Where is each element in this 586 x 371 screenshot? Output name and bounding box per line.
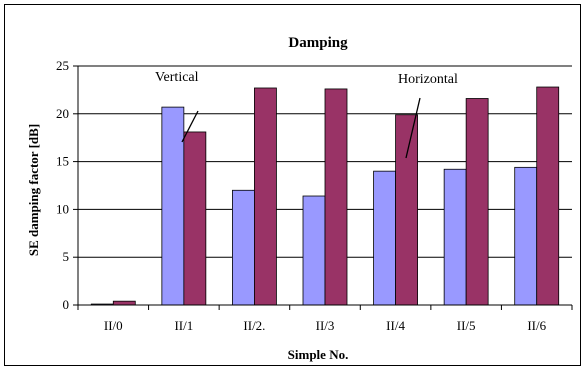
x-tick-label: II/3	[316, 318, 335, 333]
horizontal-bar	[254, 87, 277, 306]
horizontal-annotation-backdrop	[395, 71, 461, 88]
x-tick-label: II/1	[174, 318, 193, 333]
x-tick-label: II/6	[527, 318, 546, 333]
y-tick-label: 15	[56, 154, 69, 169]
horizontal-annotation-pointer	[405, 97, 421, 159]
chart-title: Damping	[288, 35, 348, 51]
vertical-annotation: Vertical	[155, 70, 199, 85]
y-tick-labels: 0 5 10 15 20 25	[56, 58, 78, 312]
y-axis-label: SE damping factor [dB]	[26, 124, 41, 256]
y-tick-label: 10	[56, 201, 69, 216]
horizontal-annotation: Horizontal	[398, 72, 458, 87]
y-tick-label: 20	[56, 106, 69, 121]
axes	[77, 66, 573, 310]
horizontal-bar	[183, 131, 207, 306]
vertical-bar	[302, 195, 326, 306]
y-tick-label: 0	[63, 297, 70, 312]
horizontal-bar	[395, 114, 418, 306]
x-tick-label: II/0	[104, 318, 123, 333]
x-axis-label: Simple No.	[288, 347, 349, 362]
horizontal-bar	[112, 300, 136, 306]
vertical-bar	[161, 106, 185, 306]
x-tick-labels: II/0 II/1 II/2. II/3 II/4 II/5 II/6	[104, 318, 547, 333]
horizontal-bar	[465, 98, 489, 306]
x-tick-label: II/2.	[243, 318, 265, 333]
y-tick-label: 25	[56, 58, 69, 73]
horizontal-bar	[324, 88, 348, 306]
vertical-annotation-backdrop	[152, 69, 202, 86]
horizontal-bar	[536, 86, 560, 306]
vertical-bar	[373, 170, 396, 306]
vertical-bar	[232, 189, 255, 306]
x-tick-label: II/5	[457, 318, 476, 333]
bars	[90, 86, 560, 306]
y-tick-label: 5	[63, 249, 70, 264]
vertical-bar	[514, 166, 538, 306]
x-tick-label: II/4	[386, 318, 405, 333]
vertical-annotation-pointer	[181, 110, 199, 143]
vertical-bar	[443, 168, 467, 306]
